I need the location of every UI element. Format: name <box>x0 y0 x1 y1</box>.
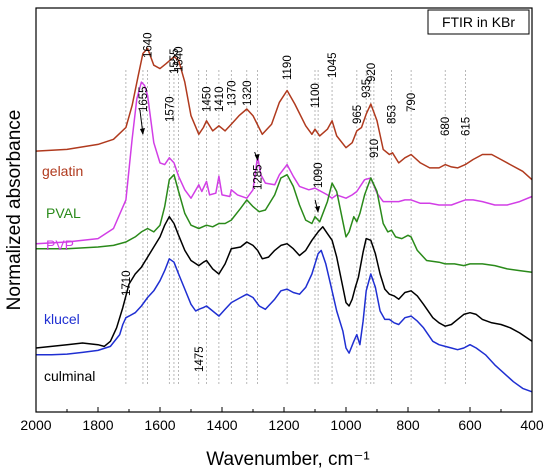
spectra <box>35 47 533 393</box>
x-axis-ticks: 2000 1800 1600 1400 1200 1000 800 600 400 <box>20 407 544 433</box>
series-labels: gelatin PVAL PVP klucel culminal <box>42 163 95 384</box>
x-tick-label-400: 400 <box>520 417 544 433</box>
inset-label-frame <box>427 9 530 35</box>
inset-label-box: FTIR in KBr <box>427 9 530 35</box>
peak-label-1570: 1570 <box>164 96 176 122</box>
reference-lines <box>125 70 466 385</box>
peak-label-920: 920 <box>366 63 378 82</box>
series-line-pvp <box>35 81 533 245</box>
peak-label-1320: 1320 <box>242 80 254 106</box>
series-line-gelatin <box>35 47 533 181</box>
x-tick-label-2000: 2000 <box>20 417 51 433</box>
series-line-culminal <box>35 215 533 349</box>
peak-label-935: 935 <box>361 79 373 98</box>
peak-label-1655: 1655 <box>138 86 150 112</box>
x-tick-label-600: 600 <box>458 417 482 433</box>
peak-label-1100: 1100 <box>310 83 322 108</box>
x-tick-label-1200: 1200 <box>268 417 299 433</box>
peak-label-1190: 1190 <box>282 55 294 80</box>
peak-label-1410: 1410 <box>214 86 226 112</box>
peak-label-680: 680 <box>440 117 452 136</box>
series-label-klucel: klucel <box>44 311 80 327</box>
peak-label-1370: 1370 <box>226 80 238 106</box>
y-axis-label: Normalized absorbance <box>4 110 25 311</box>
peak-label-1045: 1045 <box>327 52 339 78</box>
series-label-gelatin: gelatin <box>42 163 83 179</box>
x-tick-label-1000: 1000 <box>330 417 361 433</box>
peak-arrows <box>139 109 321 213</box>
peak-label-1540: 1540 <box>174 46 186 72</box>
peak-label-1555: 1555 <box>169 48 181 74</box>
peak-label-853: 853 <box>387 105 399 124</box>
series-line-klucel <box>36 249 533 393</box>
x-axis-label: Wavenumber, cm⁻¹ <box>206 449 369 470</box>
series-label-culminal: culminal <box>44 368 95 384</box>
peak-label-965: 965 <box>352 105 364 124</box>
peak-label-1475: 1475 <box>194 346 206 372</box>
peak-label-615: 615 <box>460 117 472 136</box>
peak-label-1640: 1640 <box>143 32 155 58</box>
peak-label-790: 790 <box>406 93 418 112</box>
peak-arrowhead-1285 <box>254 154 260 161</box>
peak-label-1090: 1090 <box>313 162 325 188</box>
peak-label-1710: 1710 <box>121 270 133 296</box>
peak-arrowhead-1090 <box>315 206 321 213</box>
x-tick-label-1800: 1800 <box>82 417 113 433</box>
series-line-pval <box>36 173 533 274</box>
peak-label-1285: 1285 <box>253 164 265 190</box>
series-label-pvp: PVP <box>46 237 74 253</box>
peak-label-1450: 1450 <box>202 86 214 112</box>
peak-arrowhead-1655 <box>139 128 145 135</box>
inset-label: FTIR in KBr <box>442 14 515 30</box>
x-tick-label-1400: 1400 <box>206 417 237 433</box>
x-tick-label-800: 800 <box>396 417 420 433</box>
peak-label-910: 910 <box>369 139 381 158</box>
x-tick-label-1600: 1600 <box>144 417 175 433</box>
series-label-pval: PVAL <box>46 205 81 221</box>
